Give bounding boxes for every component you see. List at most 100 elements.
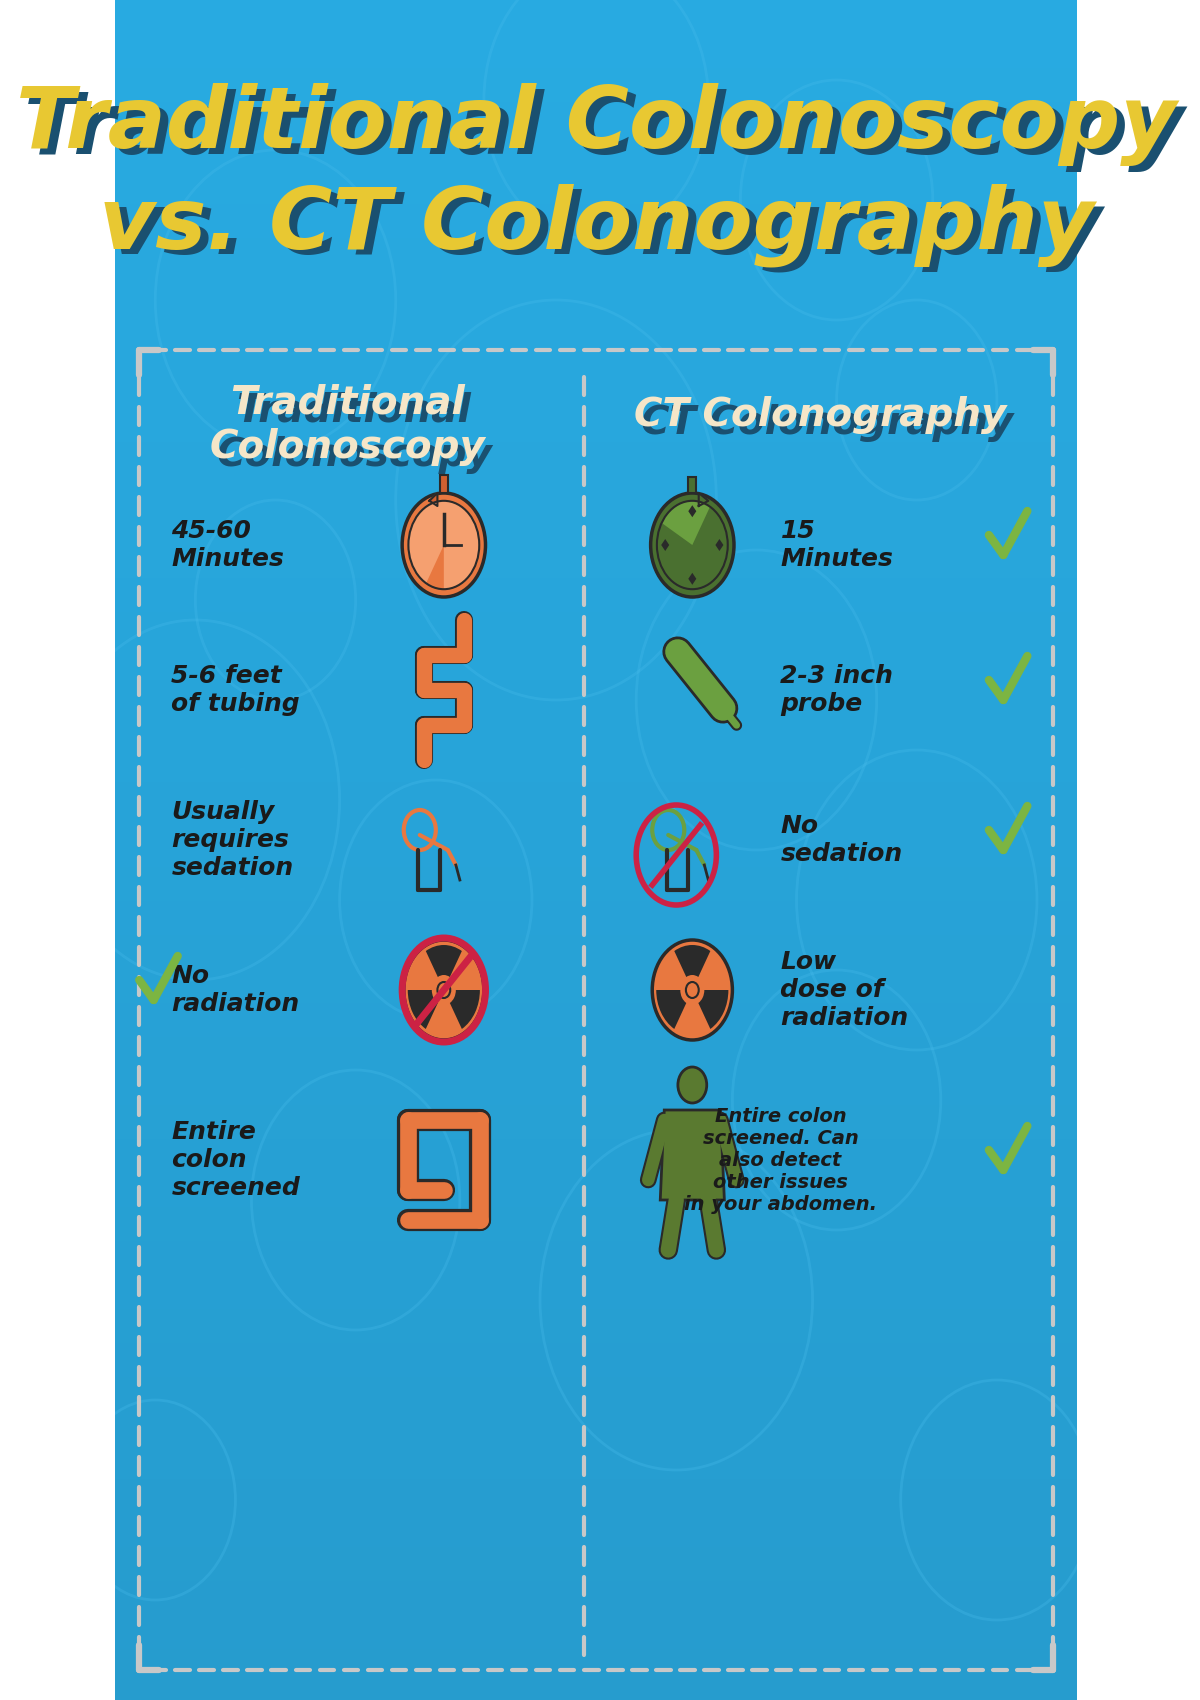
Polygon shape [115, 1564, 1078, 1581]
Polygon shape [115, 884, 1078, 901]
Polygon shape [115, 867, 1078, 884]
Polygon shape [115, 1683, 1078, 1700]
Text: vs. CT Colonography: vs. CT Colonography [107, 189, 1102, 272]
Polygon shape [115, 833, 1078, 850]
Polygon shape [115, 1224, 1078, 1241]
Polygon shape [115, 1190, 1078, 1207]
Polygon shape [115, 782, 1078, 799]
Polygon shape [115, 1530, 1078, 1547]
Wedge shape [661, 502, 710, 546]
Polygon shape [115, 1598, 1078, 1615]
Circle shape [678, 1068, 707, 1103]
Polygon shape [115, 1513, 1078, 1530]
Wedge shape [656, 989, 686, 1028]
Text: 15
Minutes: 15 Minutes [780, 518, 893, 571]
Polygon shape [115, 1071, 1078, 1088]
Polygon shape [115, 1547, 1078, 1564]
Polygon shape [115, 714, 1078, 731]
Text: 5-6 feet
of tubing: 5-6 feet of tubing [172, 665, 300, 716]
Text: 45-60
Minutes: 45-60 Minutes [172, 518, 284, 571]
Polygon shape [115, 612, 1078, 629]
Wedge shape [408, 502, 479, 590]
Text: vs. CT Colonography: vs. CT Colonography [98, 184, 1093, 267]
Polygon shape [115, 1156, 1078, 1173]
Polygon shape [115, 1207, 1078, 1224]
Circle shape [403, 940, 484, 1040]
Polygon shape [115, 1479, 1078, 1496]
Text: Traditional
Colonoscopy: Traditional Colonoscopy [216, 393, 492, 474]
Text: 2-3 inch
probe: 2-3 inch probe [780, 665, 893, 716]
Polygon shape [115, 1411, 1078, 1428]
Polygon shape [115, 816, 1078, 833]
Polygon shape [115, 901, 1078, 918]
Polygon shape [115, 731, 1078, 748]
Text: Usually
requires
sedation: Usually requires sedation [172, 801, 294, 881]
Polygon shape [115, 1173, 1078, 1190]
Text: CT Colonography: CT Colonography [635, 396, 1007, 434]
Polygon shape [689, 573, 696, 585]
Polygon shape [115, 476, 1078, 493]
Polygon shape [115, 1649, 1078, 1666]
Polygon shape [115, 459, 1078, 476]
Polygon shape [115, 697, 1078, 714]
Wedge shape [408, 989, 438, 1028]
Polygon shape [115, 1309, 1078, 1326]
Polygon shape [115, 935, 1078, 952]
Polygon shape [115, 527, 1078, 544]
Polygon shape [115, 1360, 1078, 1377]
Text: Entire
colon
screened: Entire colon screened [172, 1120, 300, 1200]
Polygon shape [115, 510, 1078, 527]
Polygon shape [115, 1394, 1078, 1411]
Polygon shape [115, 1445, 1078, 1462]
Bar [689, 478, 696, 493]
Text: No
sedation: No sedation [780, 814, 902, 865]
Polygon shape [115, 646, 1078, 663]
Polygon shape [115, 1275, 1078, 1292]
Polygon shape [115, 442, 1078, 459]
Polygon shape [115, 1496, 1078, 1513]
Polygon shape [115, 1292, 1078, 1309]
Polygon shape [115, 918, 1078, 935]
Polygon shape [115, 748, 1078, 765]
Polygon shape [115, 595, 1078, 612]
Polygon shape [661, 539, 670, 551]
Polygon shape [115, 799, 1078, 816]
Polygon shape [115, 0, 1078, 1700]
Circle shape [650, 493, 734, 597]
Polygon shape [115, 680, 1078, 697]
Text: Entire colon
screened. Can
also detect
other issues
in your abdomen.: Entire colon screened. Can also detect o… [684, 1107, 877, 1214]
Polygon shape [115, 1088, 1078, 1105]
Polygon shape [115, 1122, 1078, 1139]
Polygon shape [115, 1581, 1078, 1598]
Text: Traditional Colonoscopy: Traditional Colonoscopy [16, 83, 1176, 167]
Wedge shape [698, 989, 728, 1028]
Circle shape [402, 493, 486, 597]
Circle shape [686, 983, 698, 998]
Text: Traditional
Colonoscopy: Traditional Colonoscopy [210, 384, 486, 466]
Polygon shape [660, 1110, 725, 1200]
Polygon shape [715, 539, 724, 551]
Polygon shape [115, 408, 1078, 425]
Polygon shape [430, 493, 438, 507]
Polygon shape [115, 986, 1078, 1003]
Polygon shape [115, 1632, 1078, 1649]
Polygon shape [115, 1462, 1078, 1479]
Text: Low
dose of
radiation: Low dose of radiation [780, 950, 908, 1030]
Polygon shape [115, 1241, 1078, 1258]
Circle shape [438, 983, 450, 998]
Polygon shape [115, 1037, 1078, 1054]
Polygon shape [115, 1054, 1078, 1071]
Polygon shape [115, 1003, 1078, 1020]
Polygon shape [115, 629, 1078, 646]
Bar [440, 474, 448, 493]
Wedge shape [450, 989, 480, 1028]
Polygon shape [115, 952, 1078, 969]
Polygon shape [115, 1666, 1078, 1683]
Polygon shape [115, 1343, 1078, 1360]
Text: No
radiation: No radiation [172, 964, 300, 1017]
Polygon shape [115, 493, 1078, 510]
Wedge shape [426, 945, 462, 977]
Polygon shape [115, 1020, 1078, 1037]
Polygon shape [115, 969, 1078, 986]
Polygon shape [115, 578, 1078, 595]
